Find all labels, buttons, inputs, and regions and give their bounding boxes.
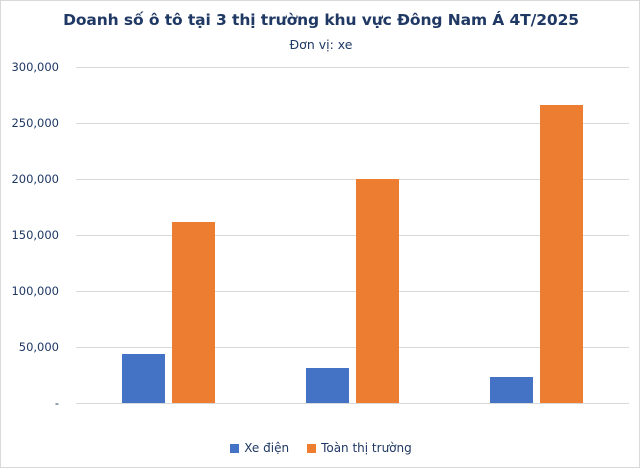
legend-swatch-icon bbox=[307, 443, 317, 453]
y-axis-tick-label: - bbox=[54, 396, 59, 410]
legend-item-label: Xe điện bbox=[244, 441, 290, 455]
legend-item[interactable]: Xe điện bbox=[230, 441, 289, 455]
y-axis-tick-label: 100,000 bbox=[11, 284, 59, 298]
gridline bbox=[76, 123, 629, 124]
gridline bbox=[76, 67, 629, 68]
y-axis-tick-label: 150,000 bbox=[11, 228, 59, 242]
bar bbox=[540, 105, 584, 403]
y-axis-tick-label: 300,000 bbox=[11, 60, 59, 74]
chart-subtitle: Đơn vị: xe bbox=[289, 37, 353, 52]
gridline bbox=[76, 347, 629, 348]
bar bbox=[121, 353, 165, 403]
bar bbox=[490, 376, 534, 403]
bar bbox=[306, 368, 349, 403]
legend-item[interactable]: Toàn thị trường bbox=[307, 441, 412, 455]
legend-swatch-icon bbox=[230, 443, 240, 453]
x-axis-line bbox=[76, 403, 629, 404]
chart-title: Doanh số ô tô tại 3 thị trường khu vực Đ… bbox=[63, 11, 579, 29]
plot-area: 300,000 250,000 200,000 150,000 100,000 50,00… bbox=[11, 60, 629, 410]
y-axis-tick-label: 250,000 bbox=[11, 116, 59, 130]
gridline bbox=[76, 179, 629, 180]
y-axis-tick-label: 200,000 bbox=[11, 172, 59, 186]
legend-item-label: Toàn thị trường bbox=[321, 441, 412, 455]
gridline bbox=[76, 235, 629, 236]
y-axis-tick-label: 50,000 bbox=[18, 340, 59, 354]
bar bbox=[356, 179, 399, 403]
gridline bbox=[76, 291, 629, 292]
chart-legend: Xe điện Toàn thị trường bbox=[1, 441, 639, 455]
bar bbox=[171, 221, 215, 403]
